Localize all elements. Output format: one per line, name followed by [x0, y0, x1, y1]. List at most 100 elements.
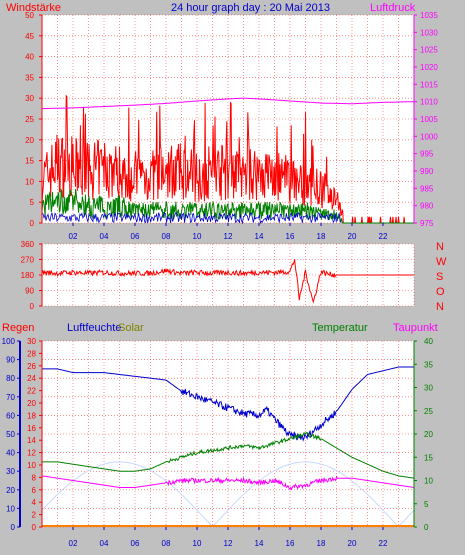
- feuchte-tick-label: 0: [11, 523, 16, 532]
- x-tick-label: 20: [348, 539, 357, 548]
- temp-tick-label: 10: [424, 477, 433, 486]
- luftdruck-line: [42, 97, 414, 110]
- feuchte-tick-label: 10: [6, 504, 15, 513]
- x-tick-label: 02: [69, 539, 78, 548]
- compass-label: O: [436, 286, 445, 298]
- temp-tick-label: 20: [424, 430, 433, 439]
- regen-tick-label: 0: [32, 523, 37, 532]
- right-tick-label: 1025: [420, 46, 438, 55]
- right-tick-label: 1010: [420, 98, 438, 107]
- x-tick-label: 12: [224, 539, 233, 548]
- x-tick-label: 18: [317, 232, 326, 241]
- left-tick-label: 30: [25, 94, 34, 103]
- regen-tick-label: 12: [27, 449, 36, 458]
- right-tick-label: 995: [420, 150, 434, 159]
- temp-tick-label: 25: [424, 407, 433, 416]
- feuchte-tick-label: 50: [6, 430, 15, 439]
- panel1-right-axis: 1035 1030 1025 1020 1015 1010 1005 1000 995 990 98…: [413, 11, 438, 228]
- left-tick-label: 0: [30, 219, 35, 228]
- temp-tick-label: 35: [424, 360, 433, 369]
- x-tick-label: 02: [69, 232, 78, 241]
- left-tick-label: 35: [25, 73, 34, 82]
- panel3-series: [41, 366, 415, 528]
- right-tick-label: 1015: [420, 80, 438, 89]
- right-tick-label: 1030: [420, 28, 438, 37]
- solar-ghost-line: [41, 461, 415, 528]
- x-tick-label: 06: [131, 539, 140, 548]
- temp-tick-label: 0: [424, 523, 429, 532]
- windstaerke-label: Windstärke: [6, 2, 61, 14]
- left-tick-label: 25: [25, 115, 34, 124]
- regen-tick-label: 24: [27, 374, 36, 383]
- x-tick-label: 08: [162, 539, 171, 548]
- x-tick-labels-bottom: 02 04 06 08 10 12 14 16 18 20 22: [69, 527, 388, 548]
- solar-label: Solar: [118, 322, 144, 334]
- left-tick-label: 10: [25, 177, 34, 186]
- x-tick-label: 12: [224, 232, 233, 241]
- x-tick-label: 22: [379, 232, 388, 241]
- x-tick-label: 16: [286, 539, 295, 548]
- regen-tick-label: 26: [27, 362, 36, 371]
- feuchte-tick-label: 90: [6, 356, 15, 365]
- temp-tick-label: 30: [424, 384, 433, 393]
- regen-tick-label: 20: [27, 399, 36, 408]
- left-tick-label: 45: [25, 32, 34, 41]
- right-tick-label: 1020: [420, 63, 438, 72]
- compass-label: W: [436, 256, 447, 268]
- feuchte-tick-label: 20: [6, 486, 15, 495]
- x-tick-label: 06: [131, 232, 140, 241]
- x-tick-label: 04: [100, 539, 109, 548]
- wind-base-line: [41, 211, 342, 225]
- right-tick-label: 1000: [420, 132, 438, 141]
- compass-label: N: [436, 241, 444, 253]
- left-tick-label: 50: [25, 11, 34, 20]
- feuchte-tick-label: 70: [6, 393, 15, 402]
- luftfeuchte-line: [42, 366, 414, 442]
- x-tick-label: 10: [193, 232, 202, 241]
- feuchte-tick-label: 60: [6, 411, 15, 420]
- dir-tick-label: 180: [21, 271, 35, 280]
- feuchte-tick-label: 30: [6, 467, 15, 476]
- windrichtung-line: [41, 259, 414, 304]
- temp-tick-label: 15: [424, 453, 433, 462]
- x-tick-label: 22: [379, 539, 388, 548]
- right-tick-label: 1005: [420, 115, 438, 124]
- left-tick-label: 20: [25, 136, 34, 145]
- panel2-series: [41, 259, 414, 304]
- right-tick-label: 1035: [420, 11, 438, 20]
- regen-tick-label: 2: [32, 511, 37, 520]
- taupunkt-line: [41, 475, 415, 491]
- x-tick-label: 04: [100, 232, 109, 241]
- regen-tick-label: 28: [27, 349, 36, 358]
- panel2-grid: [41, 243, 415, 307]
- panel2-left-axis: 360 270 180 90 0: [21, 240, 43, 311]
- temperatur-line: [42, 432, 415, 479]
- feuchte-tick-label: 40: [6, 449, 15, 458]
- x-tick-label: 14: [255, 232, 264, 241]
- dir-tick-label: 360: [21, 240, 35, 249]
- feuchte-tick-label: 80: [6, 374, 15, 383]
- temp-tick-label: 5: [424, 500, 429, 509]
- luftdruck-label: Luftdruck: [370, 2, 416, 14]
- regen-tick-label: 22: [27, 387, 36, 396]
- regen-tick-label: 4: [32, 498, 37, 507]
- chart-title: 24 hour graph day : 20 Mai 2013: [171, 2, 330, 14]
- panel3-axes: 1009080706050403020100302826242220181614…: [2, 337, 434, 532]
- regen-label: Regen: [2, 322, 34, 334]
- compass-label: S: [436, 271, 443, 283]
- dir-tick-label: 90: [25, 287, 34, 296]
- regen-tick-label: 16: [27, 424, 36, 433]
- x-tick-label: 14: [255, 539, 264, 548]
- dir-tick-label: 0: [30, 302, 35, 311]
- right-tick-label: 990: [420, 167, 434, 176]
- x-tick-label: 20: [348, 232, 357, 241]
- right-tick-label: 980: [420, 202, 434, 211]
- regen-tick-label: 8: [32, 473, 37, 482]
- feuchte-tick-label: 100: [2, 337, 16, 346]
- panel3-grid: [41, 340, 415, 528]
- luftfeuchte-label: Luftfeuchte: [67, 322, 121, 334]
